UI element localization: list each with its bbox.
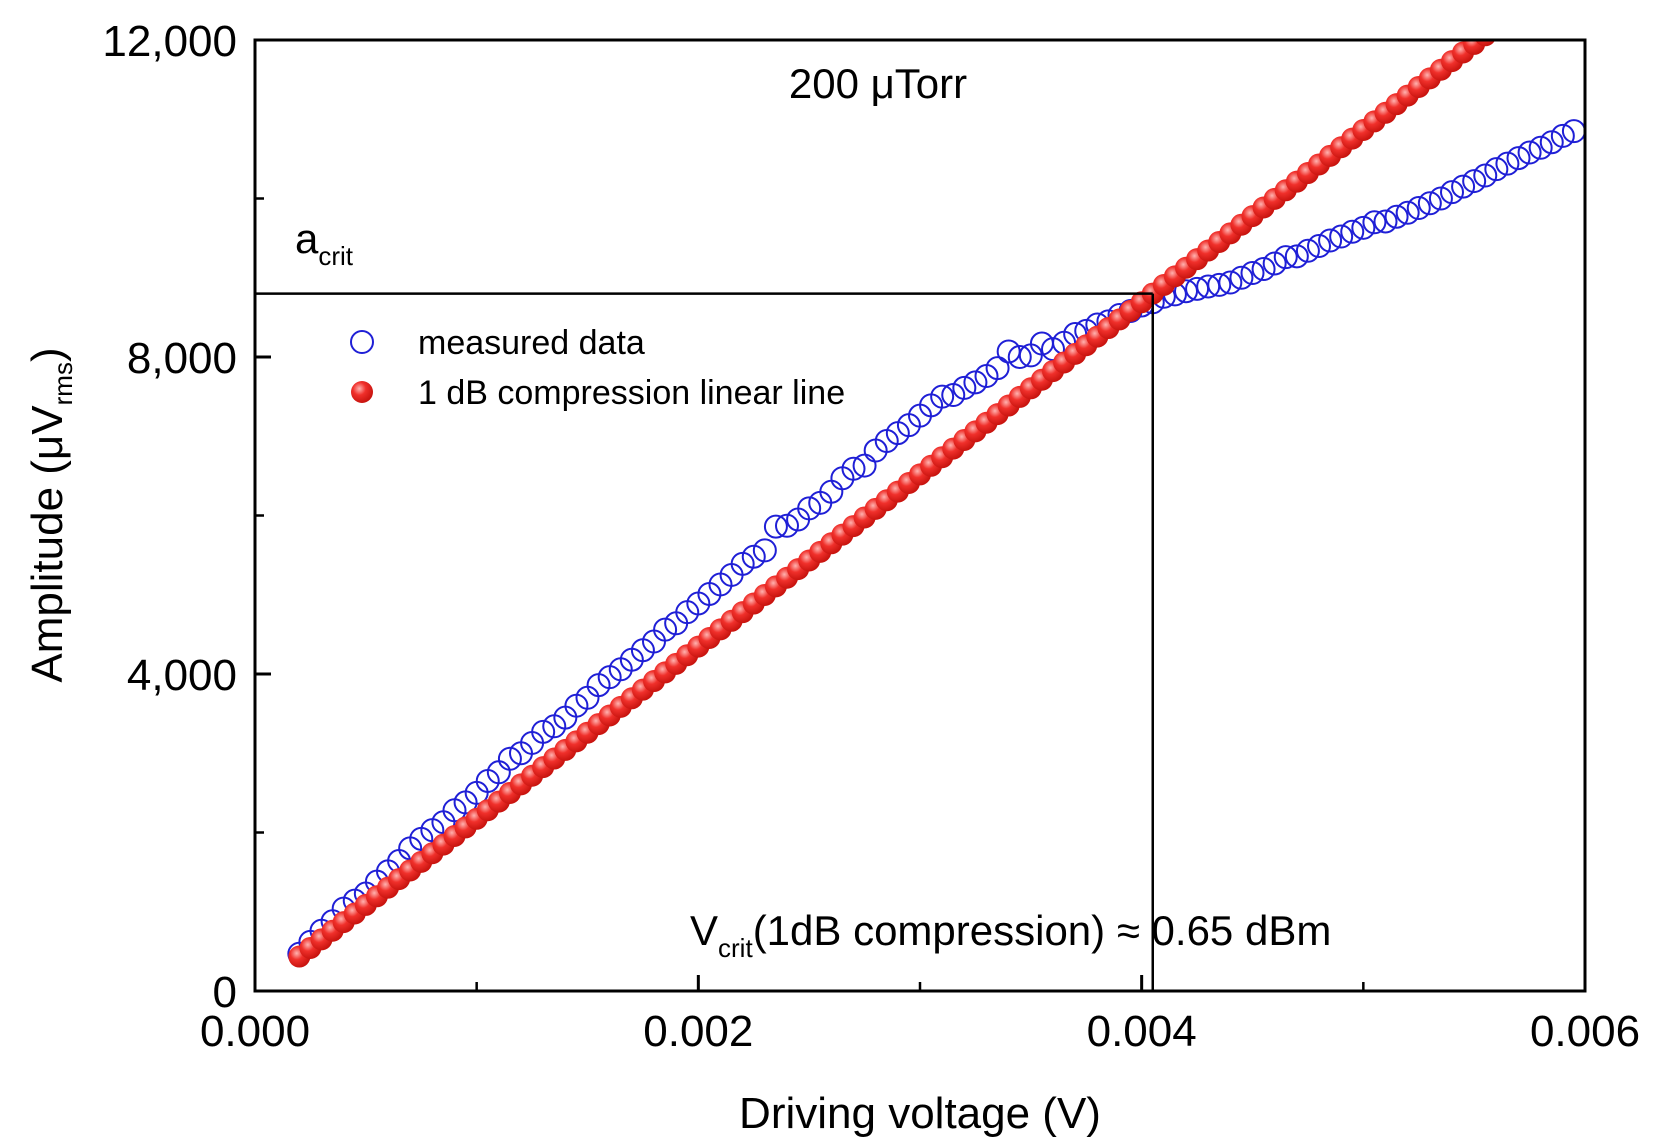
measured-point: [1273, 245, 1298, 270]
v-crit-rest: (1dB compression) ≈ 0.65 dBm: [753, 907, 1332, 954]
a-crit-label: acrit: [295, 215, 354, 271]
measured-point: [952, 375, 977, 400]
y-axis-title: Amplitude (μVrms): [23, 347, 78, 682]
measured-point: [1362, 210, 1387, 235]
measured-point: [1550, 123, 1575, 148]
measured-point: [1506, 146, 1531, 171]
measured-point: [963, 370, 988, 395]
measured-point: [1417, 191, 1442, 216]
measured-point: [1262, 251, 1287, 276]
measured-point: [531, 719, 556, 744]
measured-point: [1484, 157, 1509, 182]
y-tick-label: 8,000: [127, 334, 237, 383]
measured-point: [841, 456, 866, 481]
measured-point: [1295, 238, 1320, 263]
measured-point: [1462, 169, 1487, 194]
measured-point: [1041, 337, 1065, 362]
y-axis-title-main: Amplitude (μV: [23, 405, 72, 683]
measured-point: [1307, 234, 1331, 259]
measured-point: [1451, 174, 1476, 199]
legend: measured data 1 dB compression linear li…: [350, 324, 845, 412]
a-crit-main: a: [295, 215, 319, 262]
v-crit-sub: crit: [718, 933, 753, 963]
measured-point: [1406, 196, 1431, 221]
measured-point: [1251, 257, 1276, 282]
legend-label-linear: 1 dB compression linear line: [418, 374, 845, 412]
v-crit-main: V: [690, 907, 718, 954]
measured-point: [797, 496, 822, 521]
legend-marker-measured: [350, 330, 374, 354]
axis-ticks: [253, 38, 1587, 993]
measured-point: [763, 514, 788, 539]
measured-point: [1473, 163, 1498, 188]
a-crit-sub: crit: [318, 241, 353, 271]
x-axis-title: Driving voltage (V): [739, 1089, 1101, 1138]
y-axis-title-close: ): [23, 347, 72, 362]
v-crit-label: Vcrit(1dB compression) ≈ 0.65 dBm: [690, 907, 1331, 963]
measured-point: [1517, 140, 1542, 165]
measured-point: [1428, 186, 1453, 211]
linear-point: [1475, 40, 1496, 47]
measured-point: [1373, 209, 1398, 234]
y-tick-label: 0: [213, 968, 237, 1017]
legend-marker-linear: [351, 381, 373, 403]
measured-point: [741, 544, 766, 569]
measured-point: [930, 384, 955, 409]
measured-point: [1174, 279, 1198, 304]
measured-point: [1329, 224, 1354, 249]
x-tick-label: 0.006: [1530, 1007, 1640, 1056]
chart-title: 200 μTorr: [789, 60, 967, 107]
measured-point: [1218, 270, 1243, 295]
measured-point: [1539, 130, 1564, 155]
x-tick-label: 0.004: [1087, 1007, 1197, 1056]
x-tick-label: 0.000: [200, 1007, 310, 1056]
measured-point: [1340, 219, 1365, 244]
measured-point: [775, 513, 799, 538]
measured-point: [497, 746, 522, 771]
legend-label-measured: measured data: [418, 324, 645, 362]
measured-point: [653, 617, 678, 642]
measured-point: [1351, 215, 1376, 240]
measured-point: [1384, 204, 1409, 229]
measured-point: [1528, 135, 1553, 160]
y-axis-title-sub: rms: [48, 362, 78, 405]
measured-point: [1440, 180, 1464, 205]
measured-point: [1284, 244, 1309, 269]
y-tick-label: 12,000: [102, 17, 237, 66]
measured-point: [1007, 345, 1032, 369]
measured-point: [1395, 200, 1420, 225]
measured-point: [752, 538, 777, 563]
measured-point: [1240, 260, 1265, 285]
x-tick-label: 0.002: [643, 1007, 753, 1056]
measured-point: [1318, 228, 1343, 253]
measured-point: [985, 356, 1010, 381]
measured-point: [1495, 151, 1520, 176]
measured-point: [1229, 265, 1254, 290]
measured-point: [1207, 272, 1232, 297]
linear-line-series: [288, 40, 1496, 968]
y-tick-label: 4,000: [127, 651, 237, 700]
